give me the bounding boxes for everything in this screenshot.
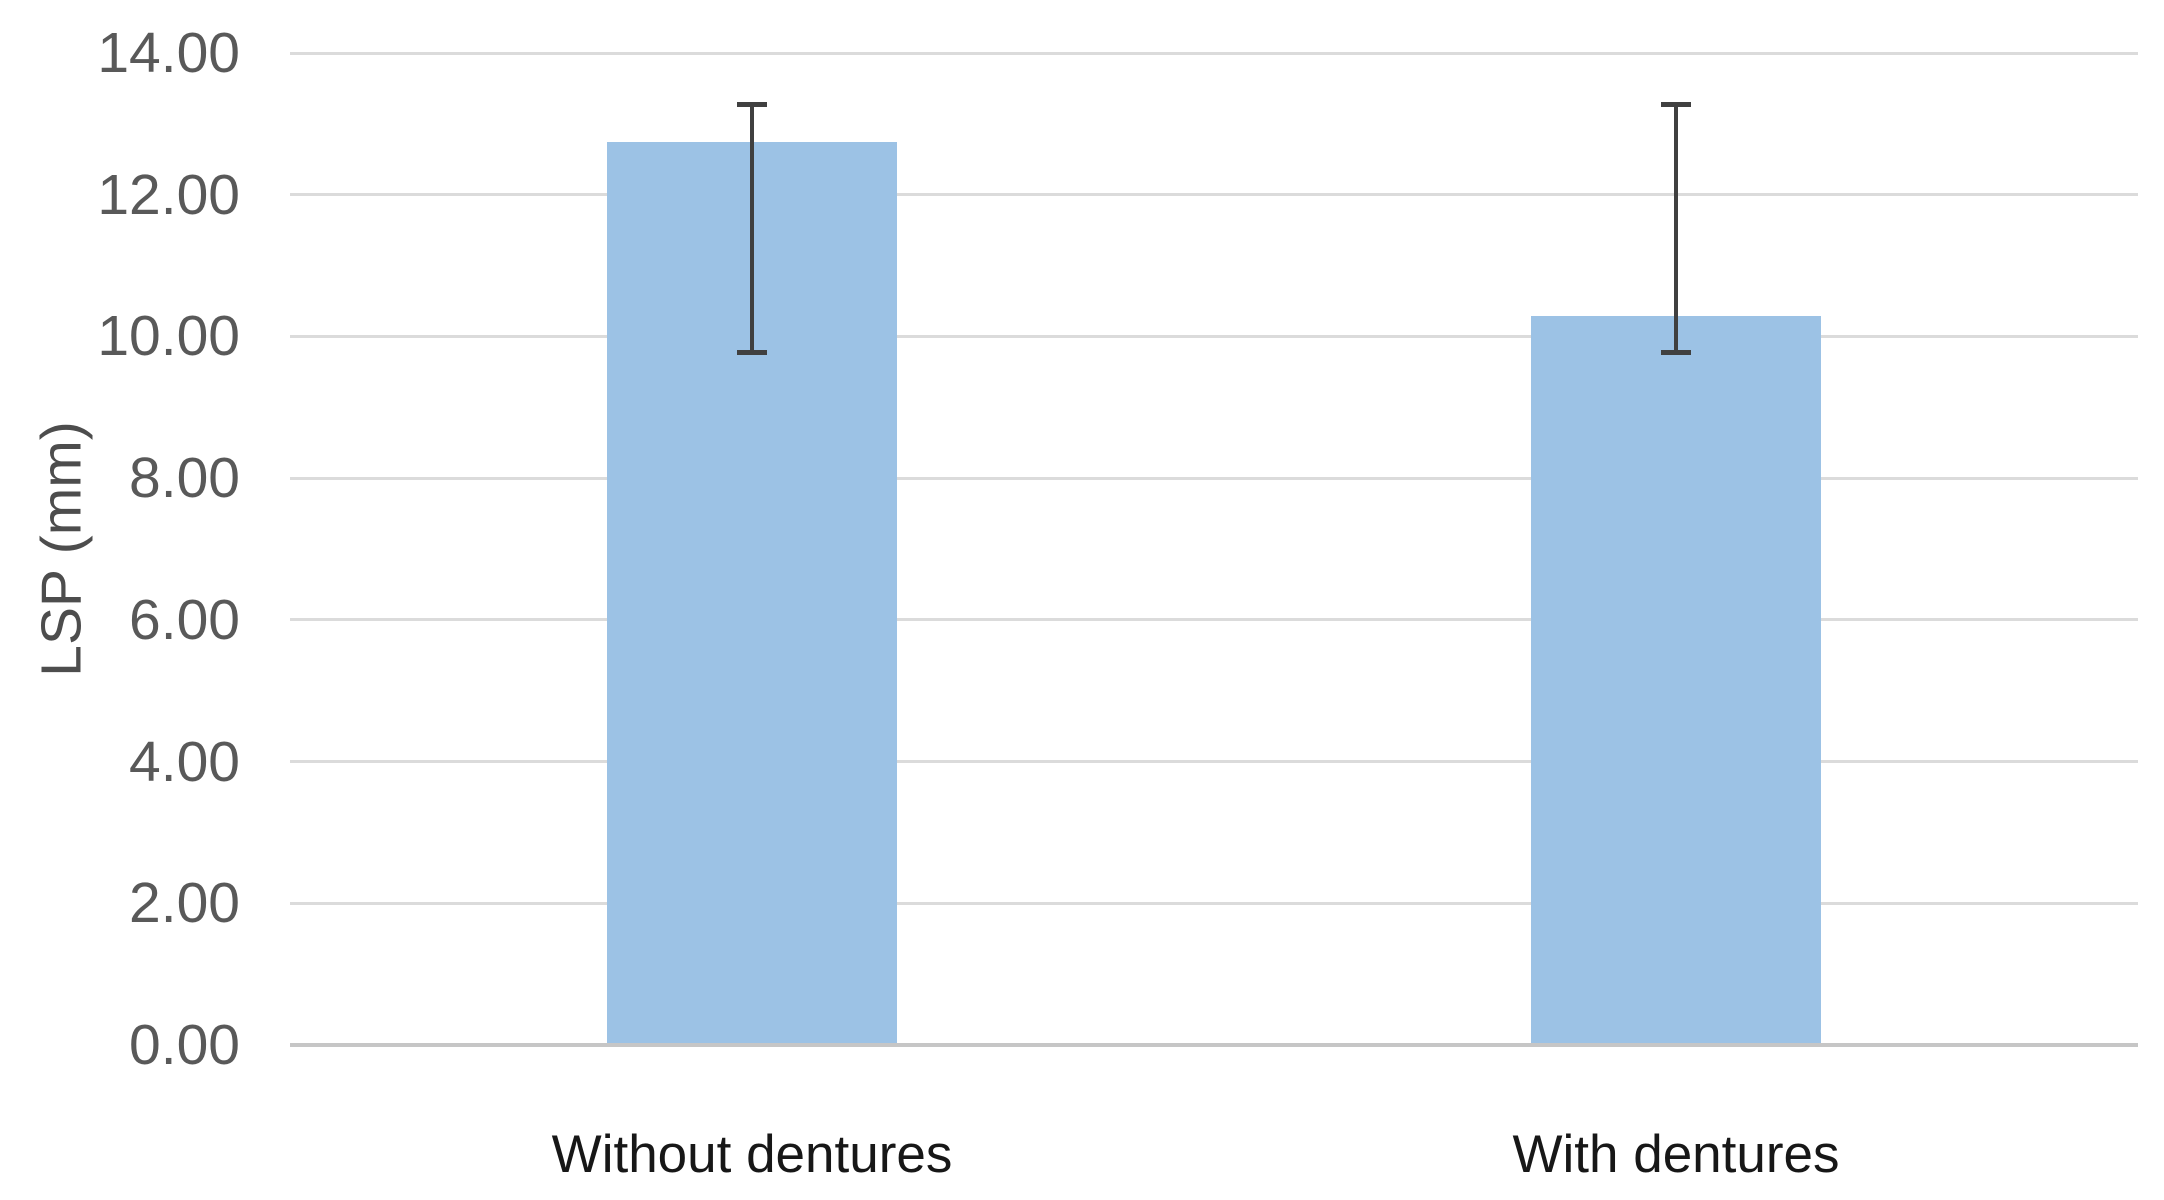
- y-tick-label: 8.00: [129, 446, 240, 511]
- y-tick-label: 4.00: [129, 729, 240, 794]
- error-bar: [1674, 104, 1678, 352]
- y-tick-label: 6.00: [129, 587, 240, 652]
- y-tick-label: 10.00: [97, 304, 240, 369]
- y-tick-label: 12.00: [97, 162, 240, 227]
- error-bar-cap-top: [1661, 102, 1691, 108]
- gridline: [290, 51, 2138, 55]
- bar-with-dentures: [1531, 315, 1821, 1045]
- x-axis-line: [290, 1043, 2138, 1047]
- y-tick-label: 2.00: [129, 871, 240, 936]
- gridline: [290, 760, 2138, 764]
- error-bar-cap-top: [737, 102, 767, 108]
- y-tick-label: 0.00: [129, 1013, 240, 1077]
- y-tick-label: 14.00: [97, 21, 240, 85]
- error-bar-cap-bottom: [737, 349, 767, 355]
- gridline: [290, 193, 2138, 197]
- gridline: [290, 334, 2138, 338]
- gridline: [290, 476, 2138, 480]
- error-bar: [750, 104, 754, 352]
- x-category-label: Without dentures: [551, 1125, 953, 1184]
- error-bar-cap-bottom: [1661, 349, 1691, 355]
- x-category-label: With dentures: [1512, 1125, 1840, 1184]
- gridline: [290, 901, 2138, 905]
- gridline: [290, 618, 2138, 622]
